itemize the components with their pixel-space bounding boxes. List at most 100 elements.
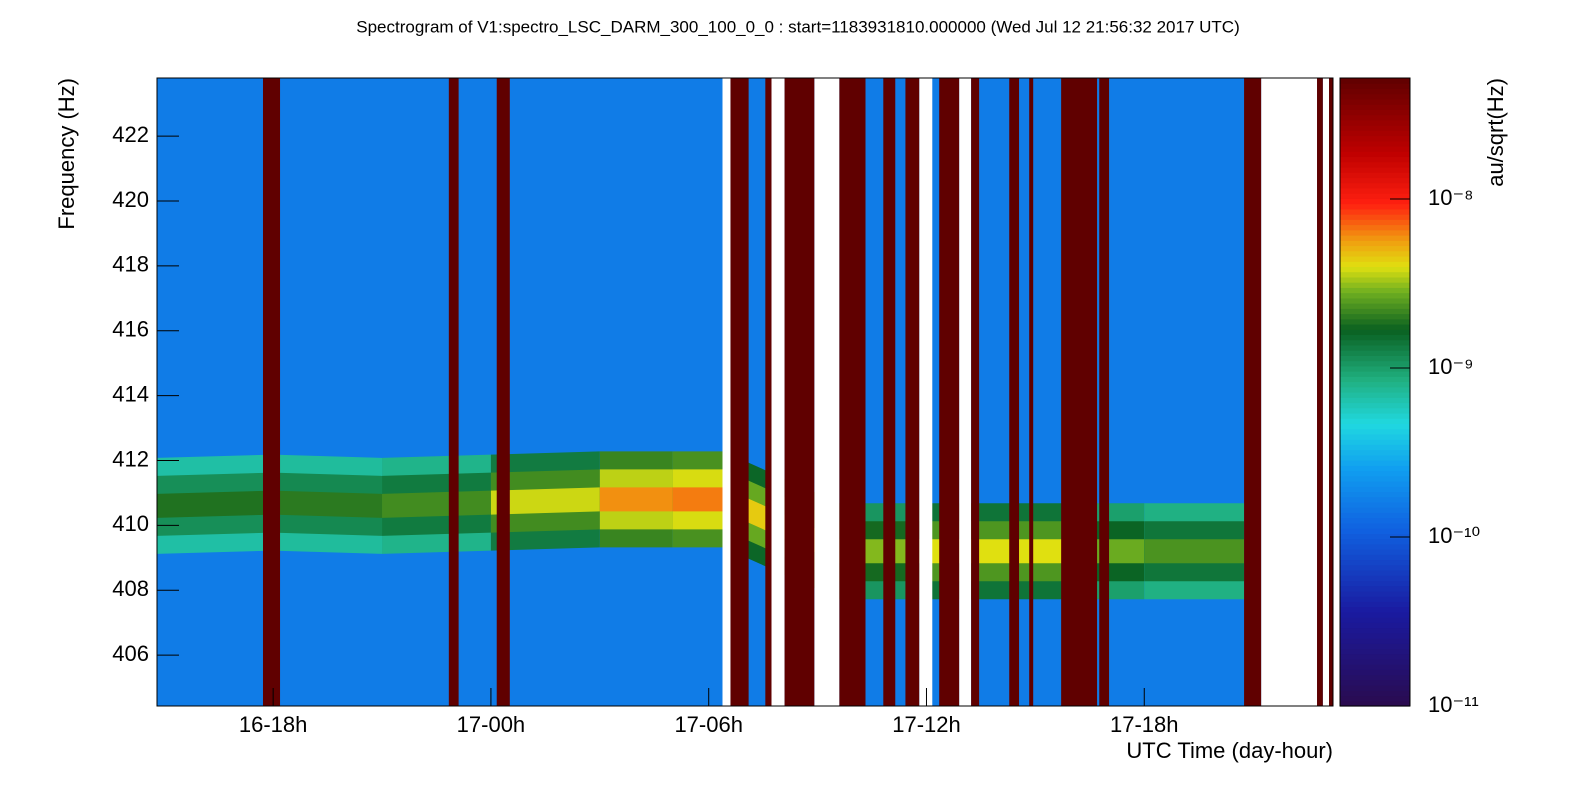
x-tick-label: 17-12h [892, 712, 961, 737]
colorbar-frame [1339, 77, 1411, 707]
ridge-core [1144, 539, 1245, 564]
saturated-interval [448, 78, 459, 706]
colorbar-step [1340, 88, 1410, 95]
colorbar-step [1340, 214, 1410, 220]
y-tick-label: 410 [112, 511, 149, 536]
colorbar-step [1340, 627, 1410, 634]
colorbar-step [1340, 569, 1410, 576]
colorbar-step [1340, 255, 1410, 262]
colorbar-step [1340, 439, 1410, 445]
colorbar-step [1340, 695, 1410, 702]
colorbar-step [1340, 700, 1410, 707]
colorbar-step [1340, 245, 1410, 252]
colorbar-step [1340, 371, 1410, 377]
colorbar-step [1340, 606, 1410, 613]
z-tick-label: 10⁻⁹ [1428, 354, 1474, 379]
colorbar-step [1340, 538, 1410, 545]
colorbar-step [1340, 329, 1410, 336]
y-tick-label: 406 [112, 641, 149, 666]
colorbar-step [1340, 104, 1410, 110]
colorbar-step [1340, 360, 1410, 367]
colorbar-step [1340, 601, 1410, 608]
colorbar-step [1340, 266, 1410, 273]
colorbar-step [1340, 182, 1410, 189]
ridge-core [157, 490, 274, 518]
colorbar-step [1340, 533, 1410, 540]
saturated-interval [784, 78, 815, 706]
colorbar-step [1340, 559, 1410, 566]
colorbar-step [1340, 658, 1410, 665]
saturated-interval [1244, 78, 1262, 706]
colorbar-step [1340, 203, 1410, 210]
colorbar-step [1340, 187, 1410, 194]
chart-title: Spectrogram of V1:spectro_LSC_DARM_300_1… [356, 17, 1239, 36]
colorbar-step [1340, 282, 1410, 288]
saturated-interval [971, 78, 980, 706]
blank-interval [959, 78, 972, 706]
y-tick-label: 416 [112, 317, 149, 342]
colorbar-step [1340, 172, 1410, 179]
plot-area [157, 78, 1333, 706]
ridge-core [382, 490, 491, 518]
saturated-interval [939, 78, 960, 706]
colorbar-step [1340, 109, 1410, 116]
blank-interval [814, 78, 840, 706]
colorbar-step [1340, 271, 1410, 278]
colorbar-step [1340, 130, 1410, 137]
x-axis-label: UTC Time (day-hour) [1126, 738, 1333, 763]
colorbar-step [1340, 412, 1410, 419]
y-tick-label: 422 [112, 122, 149, 147]
colorbar-step [1340, 224, 1410, 231]
colorbar-step [1340, 423, 1410, 430]
colorbar-step [1340, 507, 1410, 513]
colorbar-step [1340, 161, 1410, 168]
colorbar-step [1340, 496, 1410, 503]
ridge-core [672, 487, 724, 512]
colorbar-step [1340, 392, 1410, 398]
colorbar-step [1340, 240, 1410, 247]
colorbar-step [1340, 397, 1410, 404]
ridge-core [599, 487, 673, 512]
y-tick-label: 418 [112, 252, 149, 277]
colorbar-step [1340, 208, 1410, 215]
colorbar-step [1340, 355, 1410, 362]
colorbar-step [1340, 219, 1410, 226]
colorbar-step [1340, 303, 1410, 309]
colorbar-step [1340, 664, 1410, 670]
colorbar-step [1340, 297, 1410, 304]
colorbar-step [1340, 554, 1410, 561]
x-tick-label: 17-18h [1110, 712, 1179, 737]
colorbar-step [1340, 522, 1410, 529]
y-tick-label: 420 [112, 187, 149, 212]
saturated-interval [1329, 78, 1333, 706]
colorbar-step [1340, 381, 1410, 388]
colorbar-step [1340, 669, 1410, 676]
colorbar-step [1340, 543, 1410, 550]
colorbar-step [1340, 480, 1410, 487]
saturated-interval [883, 78, 896, 706]
colorbar-step [1340, 528, 1410, 534]
colorbar-step [1340, 418, 1410, 424]
colorbar-label: au/sqrt(Hz) [1483, 78, 1508, 187]
colorbar-step [1340, 564, 1410, 571]
colorbar-step [1340, 114, 1410, 121]
colorbar-step [1340, 491, 1410, 498]
blank-interval [919, 78, 933, 706]
colorbar-step [1340, 193, 1410, 199]
colorbar-step [1340, 428, 1410, 435]
colorbar-step [1340, 334, 1410, 341]
saturated-interval [1029, 78, 1034, 706]
colorbar-step [1340, 250, 1410, 257]
saturated-interval [730, 78, 749, 706]
colorbar-step [1340, 454, 1410, 461]
colorbar-step [1340, 119, 1410, 126]
saturated-interval [1061, 78, 1098, 706]
colorbar-step [1340, 632, 1410, 639]
saturated-interval [496, 78, 510, 706]
colorbar-step [1340, 590, 1410, 597]
colorbar-step [1340, 575, 1410, 581]
colorbar-step [1340, 292, 1410, 299]
y-tick-label: 414 [112, 381, 149, 406]
colorbar-step [1340, 617, 1410, 623]
colorbar-step [1340, 350, 1410, 356]
